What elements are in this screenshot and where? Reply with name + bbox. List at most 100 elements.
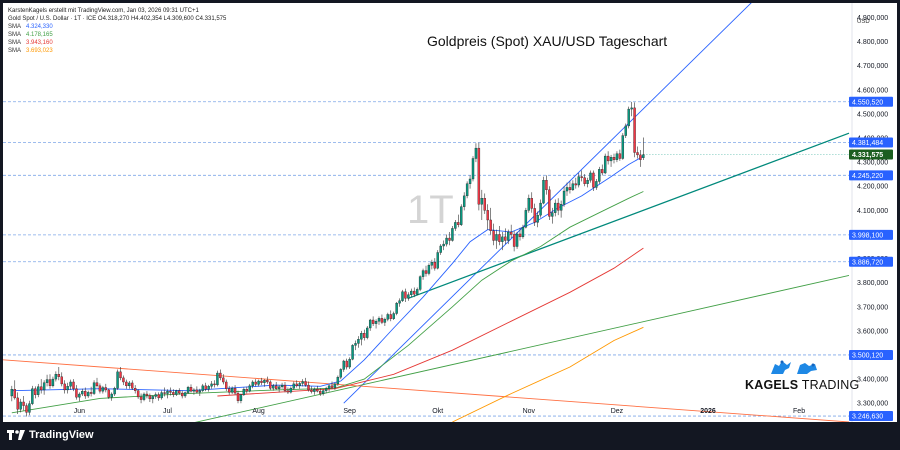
candle-down: [518, 233, 522, 238]
candle-down: [131, 382, 134, 389]
candle-up: [401, 291, 404, 301]
candle-down: [457, 222, 460, 225]
candle-up: [386, 314, 390, 320]
candle-down: [269, 381, 272, 389]
symbol-info[interactable]: Gold Spot / U.S. Dollar · 1T · ICE O4.31…: [8, 16, 227, 22]
candle-up: [37, 386, 40, 395]
chart-area[interactable]: USD3.200,0003.300,0003.400,0003.500,0003…: [3, 3, 897, 422]
candle-up: [277, 386, 281, 389]
candle-down: [283, 384, 287, 391]
candle-up: [45, 379, 49, 383]
candle-up: [207, 386, 210, 390]
candle-up: [589, 172, 592, 181]
candle-up: [321, 390, 325, 394]
candle-up: [272, 385, 275, 389]
trend-line-upper-channel: [343, 3, 752, 404]
candle-down: [260, 380, 263, 383]
candle-down: [424, 270, 428, 274]
sma-legend-1[interactable]: SMA 4.324,330: [8, 23, 226, 31]
candle-up: [442, 243, 445, 247]
sma-legend-4[interactable]: SMA 3.693,023: [8, 47, 226, 55]
candle-up: [624, 125, 627, 136]
price-tick-label: 4.700,000: [857, 63, 888, 70]
candle-up: [395, 302, 398, 314]
sma-legend-2[interactable]: SMA 4.178,165: [8, 31, 226, 39]
candle-down: [380, 318, 384, 323]
price-levels: [3, 101, 849, 417]
candle-down: [636, 152, 639, 156]
candle-down: [556, 202, 560, 211]
price-level-tag: [849, 256, 893, 267]
time-tick-label: Dez: [611, 408, 624, 415]
candle-up: [615, 153, 619, 160]
price-chart[interactable]: USD3.200,0003.300,0003.400,0003.500,0003…: [3, 3, 897, 422]
candle-down: [163, 392, 166, 394]
candle-down: [63, 383, 66, 391]
candle-up: [348, 359, 351, 368]
candle-up: [81, 390, 84, 395]
time-tick-label: Jul: [163, 408, 172, 415]
candle-up: [410, 290, 413, 295]
candle-down: [119, 371, 122, 379]
sma-value: 4.178,165: [26, 32, 53, 38]
candle-up: [366, 327, 369, 338]
candle-up: [603, 155, 607, 174]
last-price-tag: [849, 149, 893, 160]
candle-down: [389, 314, 392, 319]
tradingview-logo[interactable]: TradingView: [7, 429, 94, 441]
candle-down: [48, 379, 52, 387]
sma-line: [452, 326, 644, 422]
candle-up: [451, 228, 454, 241]
sma-legend-3[interactable]: SMA 3.943,160: [8, 39, 226, 47]
price-level-label: 3.246,630: [852, 414, 883, 421]
candle-up: [418, 276, 422, 290]
candle-up: [333, 383, 337, 388]
chart-title: Goldpreis (Spot) XAU/USD Tageschart: [427, 33, 668, 49]
time-axis[interactable]: Jun Jul Aug Sep Okt Nov Dez 2026 Feb: [74, 408, 805, 415]
candle-up: [69, 381, 72, 387]
candle-up: [421, 270, 425, 277]
candle-down: [483, 198, 486, 211]
candle-up: [327, 385, 331, 389]
price-tick-label: 4.900,000: [857, 15, 888, 22]
candle-down: [189, 387, 193, 392]
candle-up: [551, 212, 554, 217]
candle-down: [233, 388, 237, 394]
candle-down: [606, 155, 610, 162]
candle-down: [530, 198, 533, 209]
candle-up: [474, 147, 478, 159]
candle-down: [57, 374, 61, 377]
candle-up: [28, 403, 31, 413]
candle-down: [310, 389, 313, 392]
trend-line-long-support: [194, 274, 850, 422]
candle-up: [462, 195, 466, 207]
candle-up: [239, 394, 243, 401]
candle-down: [274, 385, 278, 389]
candle-down: [84, 390, 87, 397]
candle-up: [251, 381, 254, 387]
candle-down: [13, 389, 16, 399]
candle-up: [86, 392, 90, 397]
candle-down: [104, 387, 108, 391]
price-tick-label: 3.600,000: [857, 328, 888, 335]
candle-down: [25, 405, 28, 413]
candle-up: [460, 206, 463, 225]
candle-down: [245, 389, 249, 392]
tradingview-icon: [7, 430, 25, 440]
candle-up: [292, 383, 296, 389]
time-tick-label: 2026: [700, 408, 716, 415]
sma-value: 3.943,160: [26, 40, 53, 46]
time-tick-label: Nov: [523, 408, 536, 415]
price-axis[interactable]: USD3.200,0003.300,0003.400,0003.500,0003…: [857, 15, 888, 422]
kagels-trading-logo: KAGELS TRADING: [745, 356, 859, 396]
candle-up: [360, 333, 363, 340]
candle-down: [618, 153, 622, 159]
candle-down: [172, 392, 175, 395]
candle-down: [222, 377, 225, 383]
candle-down: [125, 381, 128, 387]
candle-down: [492, 230, 495, 241]
candle-up: [495, 234, 498, 241]
candle-up: [151, 396, 155, 400]
candle-down: [169, 390, 172, 393]
